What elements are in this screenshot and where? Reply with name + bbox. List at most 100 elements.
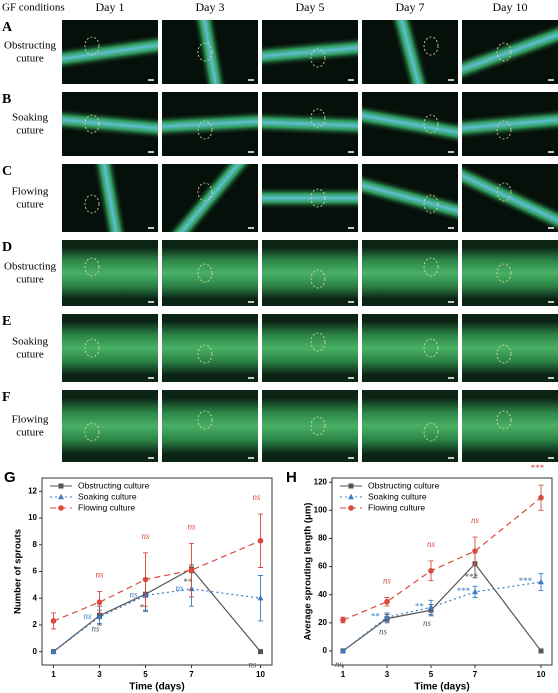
point (257, 537, 264, 544)
image-content (83, 164, 137, 232)
image-content (462, 20, 558, 84)
fiber (83, 164, 137, 232)
image-content (362, 398, 458, 454)
day-label: Day 5 (296, 0, 325, 14)
fiber (162, 108, 258, 140)
y-tick-label: 0 (323, 646, 328, 655)
tissue (262, 322, 358, 374)
x-tick-label: 7 (473, 670, 478, 679)
micrograph (362, 164, 458, 232)
fiber (362, 164, 458, 232)
y-tick-label: 80 (318, 534, 327, 543)
roi (310, 48, 326, 68)
day-label: Day 1 (96, 0, 125, 14)
point (188, 567, 195, 573)
roi (310, 416, 326, 436)
micrograph (162, 20, 258, 84)
legend-label: Soaking culture (368, 491, 427, 501)
y-axis-label: Number of sprouts (13, 529, 24, 614)
image-content (62, 105, 158, 143)
point (538, 578, 544, 585)
point (96, 613, 103, 620)
micrograph (462, 92, 558, 156)
x-tick-label: 1 (341, 670, 346, 679)
point (538, 648, 544, 654)
row-letter: E (2, 314, 11, 329)
legend-marker (58, 493, 64, 500)
image-content (362, 97, 458, 151)
x-tick-label: 3 (97, 670, 102, 679)
significance: ns (471, 515, 480, 525)
x-tick-label: 7 (189, 670, 194, 679)
point (472, 588, 478, 595)
image-content (162, 108, 258, 140)
micrograph (462, 164, 558, 232)
roi (496, 344, 512, 364)
micrograph (262, 20, 358, 84)
micrograph (62, 164, 158, 232)
roi (84, 422, 100, 442)
row-label: cuture (16, 427, 44, 439)
image-content (262, 247, 358, 299)
fiber (362, 97, 458, 151)
tissue (362, 247, 458, 299)
legend-marker (348, 493, 354, 500)
micrograph (362, 390, 458, 462)
micrograph (262, 240, 358, 306)
y-tick-label: 4 (33, 593, 38, 602)
point (257, 595, 264, 601)
tissue (62, 247, 158, 299)
point (428, 604, 434, 610)
point (50, 648, 57, 654)
image-content (462, 247, 558, 299)
fiber (162, 164, 258, 232)
tissue (62, 398, 158, 454)
micrograph (362, 314, 458, 382)
row-label: cuture (16, 125, 44, 137)
roi (197, 410, 213, 430)
x-tick-label: 3 (385, 670, 390, 679)
fiber (376, 20, 444, 84)
roi (84, 194, 100, 214)
roi (197, 263, 213, 283)
image-content (362, 247, 458, 299)
micrograph (262, 164, 358, 232)
point (428, 567, 434, 574)
micrograph (462, 240, 558, 306)
micrograph (62, 314, 158, 382)
y-tick-label: 8 (33, 540, 38, 549)
legend-label: Obstructing culture (78, 480, 150, 490)
micrograph (262, 92, 358, 156)
y-tick-label: 6 (33, 567, 38, 576)
fiber (462, 105, 558, 143)
fiber (462, 20, 558, 84)
micrograph (162, 390, 258, 462)
point (142, 576, 149, 583)
significance: ns (427, 539, 436, 549)
roi (197, 344, 213, 364)
x-tick-label: 5 (429, 670, 434, 679)
image-content (162, 164, 258, 232)
x-tick-label: 5 (143, 670, 148, 679)
significance: ns (129, 590, 138, 600)
micrograph (62, 390, 158, 462)
row-letter: B (2, 92, 11, 107)
image-content (462, 398, 558, 454)
significance: ns (248, 660, 257, 670)
legend-label: Soaking culture (78, 491, 137, 501)
roi (310, 332, 326, 352)
roi (310, 269, 326, 289)
significance: ns (95, 570, 104, 580)
plot-frame (331, 477, 553, 666)
roi (197, 42, 213, 62)
tissue (262, 247, 358, 299)
header: GF conditions (2, 2, 65, 14)
row-label: cuture (16, 349, 44, 361)
fiber (183, 20, 237, 84)
significance: ** (415, 601, 425, 611)
image-content (362, 164, 458, 232)
row-label: Soaking (12, 112, 49, 124)
micrograph (162, 314, 258, 382)
micrograph (62, 92, 158, 156)
image-content (262, 398, 358, 454)
